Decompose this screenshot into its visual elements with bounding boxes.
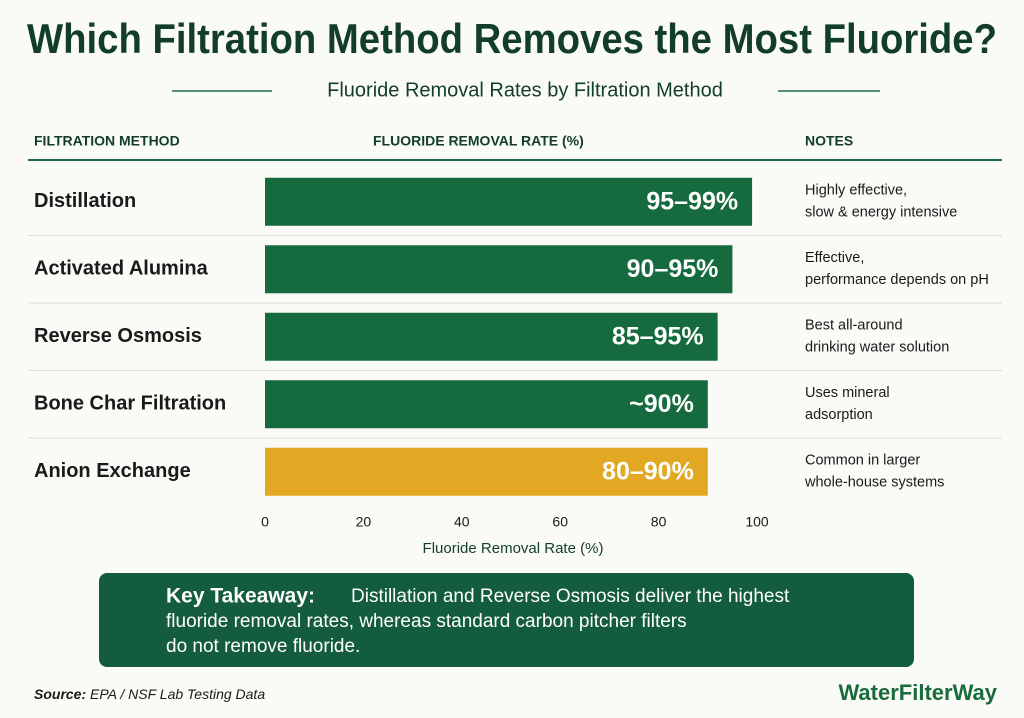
note: Best all-around: [805, 318, 903, 334]
x-tick-label: 40: [454, 514, 470, 530]
column-header: FLUORIDE REMOVAL RATE (%): [373, 133, 584, 149]
note: drinking water solution: [805, 340, 949, 356]
x-tick-label: 80: [651, 514, 667, 530]
takeaway-text: Distillation and Reverse Osmosis deliver…: [351, 586, 790, 607]
note: performance depends on pH: [805, 272, 989, 288]
takeaway: Key Takeaway: Distillation and Reverse Os…: [166, 585, 790, 657]
category-label: Anion Exchange: [34, 460, 191, 482]
x-tick-label: 20: [356, 514, 372, 530]
rows: Distillation 95–99% Highly effective, slow …: [28, 177, 1002, 496]
takeaway-text: fluoride removal rates, whereas standard…: [166, 611, 687, 632]
category-label: Activated Alumina: [34, 258, 209, 280]
title: Which Filtration Method Removes the Most…: [27, 15, 997, 62]
column-header: FILTRATION METHOD: [34, 133, 180, 149]
value-label: 85–95%: [612, 322, 704, 350]
x-tick-label: 60: [552, 514, 568, 530]
source-text: EPA / NSF Lab Testing Data: [90, 686, 265, 702]
value-label: 80–90%: [602, 457, 694, 485]
category-label: Reverse Osmosis: [34, 325, 202, 347]
subtitle: Fluoride Removal Rates by Filtration Met…: [327, 79, 723, 101]
note: Highly effective,: [805, 183, 907, 199]
note: Common in larger: [805, 453, 920, 469]
takeaway-text: do not remove fluoride.: [166, 636, 360, 657]
category-label: Bone Char Filtration: [34, 393, 226, 415]
x-tick-label: 0: [261, 514, 269, 530]
bar: [265, 312, 718, 361]
note: whole-house systems: [804, 475, 944, 491]
note: adsorption: [805, 407, 873, 423]
x-axis-label: Fluoride Removal Rate (%): [423, 540, 604, 557]
source: Source: EPA / NSF Lab Testing Data: [34, 686, 265, 702]
bar: [265, 177, 753, 226]
column-header: NOTES: [805, 133, 853, 149]
brand: WaterFilterWay: [838, 680, 997, 705]
source-label: Source:: [34, 686, 86, 702]
value-label: ~90%: [629, 390, 694, 418]
bar: [265, 447, 708, 496]
note: slow & energy intensive: [805, 205, 957, 221]
bar: [265, 245, 733, 294]
note: Uses mineral: [805, 385, 890, 401]
value-label: 95–99%: [646, 187, 738, 215]
category-label: Distillation: [34, 190, 136, 212]
note: Effective,: [805, 250, 864, 266]
takeaway-label: Key Takeaway:: [166, 585, 315, 608]
takeaway-box: [99, 573, 914, 667]
x-tick-label: 100: [745, 514, 769, 530]
bar: [265, 380, 708, 429]
value-label: 90–95%: [627, 255, 719, 283]
